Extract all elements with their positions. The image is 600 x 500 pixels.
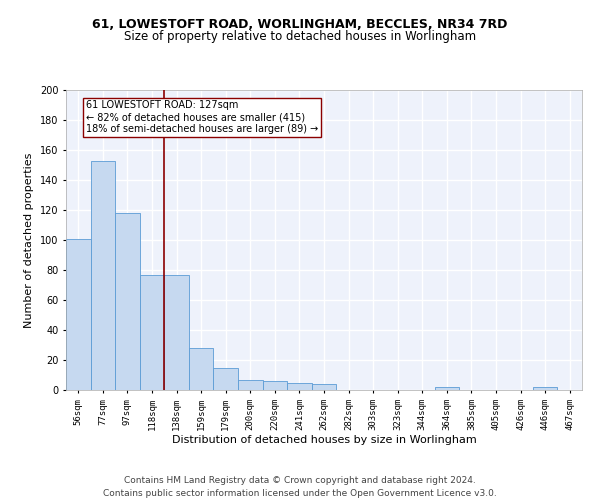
Bar bbox=[238, 380, 263, 390]
Bar bbox=[263, 381, 287, 390]
Text: Contains HM Land Registry data © Crown copyright and database right 2024.
Contai: Contains HM Land Registry data © Crown c… bbox=[103, 476, 497, 498]
Bar bbox=[91, 160, 115, 390]
Bar bbox=[312, 384, 336, 390]
Bar bbox=[66, 238, 91, 390]
Bar bbox=[533, 387, 557, 390]
Bar bbox=[434, 387, 459, 390]
Bar bbox=[287, 382, 312, 390]
Bar bbox=[115, 213, 140, 390]
Text: 61 LOWESTOFT ROAD: 127sqm
← 82% of detached houses are smaller (415)
18% of semi: 61 LOWESTOFT ROAD: 127sqm ← 82% of detac… bbox=[86, 100, 318, 134]
Y-axis label: Number of detached properties: Number of detached properties bbox=[25, 152, 34, 328]
Text: 61, LOWESTOFT ROAD, WORLINGHAM, BECCLES, NR34 7RD: 61, LOWESTOFT ROAD, WORLINGHAM, BECCLES,… bbox=[92, 18, 508, 30]
Bar bbox=[214, 368, 238, 390]
Bar bbox=[189, 348, 214, 390]
Bar bbox=[140, 274, 164, 390]
X-axis label: Distribution of detached houses by size in Worlingham: Distribution of detached houses by size … bbox=[172, 436, 476, 446]
Text: Size of property relative to detached houses in Worlingham: Size of property relative to detached ho… bbox=[124, 30, 476, 43]
Bar bbox=[164, 274, 189, 390]
